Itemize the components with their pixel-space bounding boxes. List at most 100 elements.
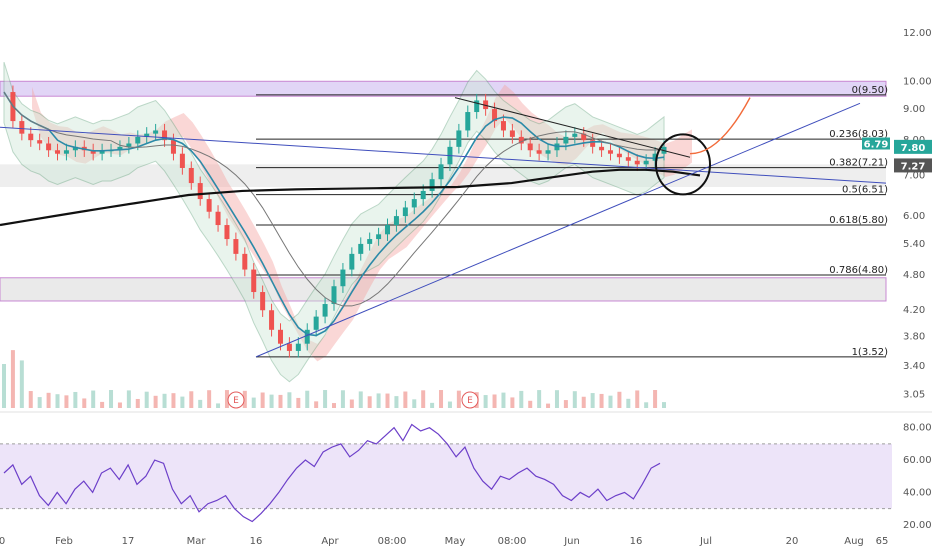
candle-body	[438, 164, 444, 180]
candle-body	[90, 150, 96, 154]
volume-bar	[2, 364, 6, 408]
price-tick: 7.00	[903, 170, 925, 181]
candle-body	[581, 133, 587, 141]
volume-bar	[572, 391, 577, 408]
candle-body	[563, 136, 569, 144]
trend-lines	[0, 91, 887, 358]
volume-bar	[64, 395, 69, 408]
price-tick: 3.05	[903, 390, 925, 401]
earnings-marker	[227, 391, 245, 409]
candle-body	[37, 140, 43, 144]
candle-body	[126, 143, 132, 147]
volume-bar	[171, 393, 176, 408]
candle-body	[144, 133, 150, 137]
volume-bar	[563, 400, 568, 408]
time-tick: 16	[630, 536, 643, 547]
band-fill	[3, 61, 665, 383]
earnings-label: E	[467, 396, 473, 406]
time-tick: 17	[122, 536, 135, 547]
candle-body	[135, 136, 141, 144]
candle-body	[277, 329, 283, 344]
candle-body	[376, 234, 382, 240]
candle-body	[420, 190, 426, 200]
volume-bar	[37, 397, 42, 408]
candle-body	[295, 343, 301, 351]
ma-mid-line	[3, 91, 665, 307]
volume-bar	[189, 391, 194, 408]
volume-bar	[242, 390, 247, 408]
volume-bar	[510, 397, 515, 408]
time-tick: Apr	[321, 536, 339, 547]
price-tick: 5.40	[903, 239, 925, 250]
candle-body	[153, 130, 159, 134]
volume-bar	[447, 401, 452, 408]
rsi-tick: 60.00	[903, 455, 932, 466]
resistance-zone	[0, 80, 887, 97]
candle-body	[500, 121, 506, 131]
time-tick: Jun	[563, 536, 580, 547]
volume-bar	[644, 402, 649, 408]
volume-bar	[198, 399, 203, 408]
fib-label: 0.382(7.21)	[829, 158, 888, 169]
candlesticks	[10, 85, 667, 358]
volume-bar	[519, 390, 524, 408]
price-tag-box	[894, 158, 932, 173]
candle-body	[269, 310, 275, 330]
candle-body	[599, 146, 605, 151]
volume-bar	[439, 390, 444, 408]
candle-body	[474, 100, 480, 113]
volume-bar	[430, 402, 435, 408]
support-zone	[0, 277, 887, 302]
time-tick: 08:00	[498, 536, 527, 547]
candle-body	[349, 253, 355, 270]
ma-short-line	[3, 91, 665, 337]
price-tick: 10.00	[903, 76, 932, 87]
volume-bar	[554, 390, 559, 408]
rsi-tick: 40.00	[903, 487, 932, 498]
time-tick: 20	[786, 536, 799, 547]
volume-bar	[224, 390, 229, 408]
candle-body	[518, 136, 524, 144]
volume-bar	[278, 394, 283, 408]
price-tags: 7.80 7.27 6.79	[862, 137, 932, 173]
price-tag-label: 7.27	[901, 161, 926, 172]
candle-body	[483, 100, 489, 110]
candle-body	[19, 121, 25, 134]
time-tick: Jul	[699, 536, 712, 547]
cloud-area	[32, 84, 692, 362]
fib-label: 0.618(5.80)	[829, 215, 888, 226]
volume-bar	[46, 392, 51, 408]
candle-body	[367, 239, 373, 244]
candle-body	[411, 199, 417, 208]
candle-body	[402, 207, 408, 217]
candle-body	[545, 150, 551, 154]
volume-bar	[581, 396, 586, 408]
candle-body	[527, 143, 533, 151]
volume-bar	[546, 403, 551, 408]
candle-body	[590, 140, 596, 147]
rsi-pane	[0, 423, 892, 523]
candle-body	[322, 304, 328, 317]
volume-bar	[608, 395, 613, 408]
candle-body	[429, 179, 435, 191]
candle-body	[224, 225, 230, 240]
volume-bar	[305, 390, 310, 408]
volume-bar	[653, 390, 658, 408]
time-tick: 16	[250, 536, 263, 547]
volume-bar	[109, 390, 114, 408]
candle-body	[313, 316, 319, 330]
volume-bar	[180, 396, 185, 408]
rsi-tick: 20.00	[903, 520, 932, 531]
volume-bar	[269, 394, 274, 408]
volume-bar	[314, 401, 319, 408]
volume-bar	[483, 395, 488, 408]
candle-body	[385, 225, 391, 235]
candle-body	[162, 130, 168, 141]
candle-body	[393, 216, 399, 226]
candle-body	[652, 153, 658, 161]
time-axis[interactable]: 0 Feb 17 Mar 16 Apr 08:00 May 08:00 Jun 16 Jul 20 Aug…	[0, 536, 888, 547]
volume-bar	[135, 398, 140, 408]
volume-bar	[617, 391, 622, 408]
rsi-axis[interactable]: 20.00 40.00 60.00 80.00	[903, 423, 932, 531]
